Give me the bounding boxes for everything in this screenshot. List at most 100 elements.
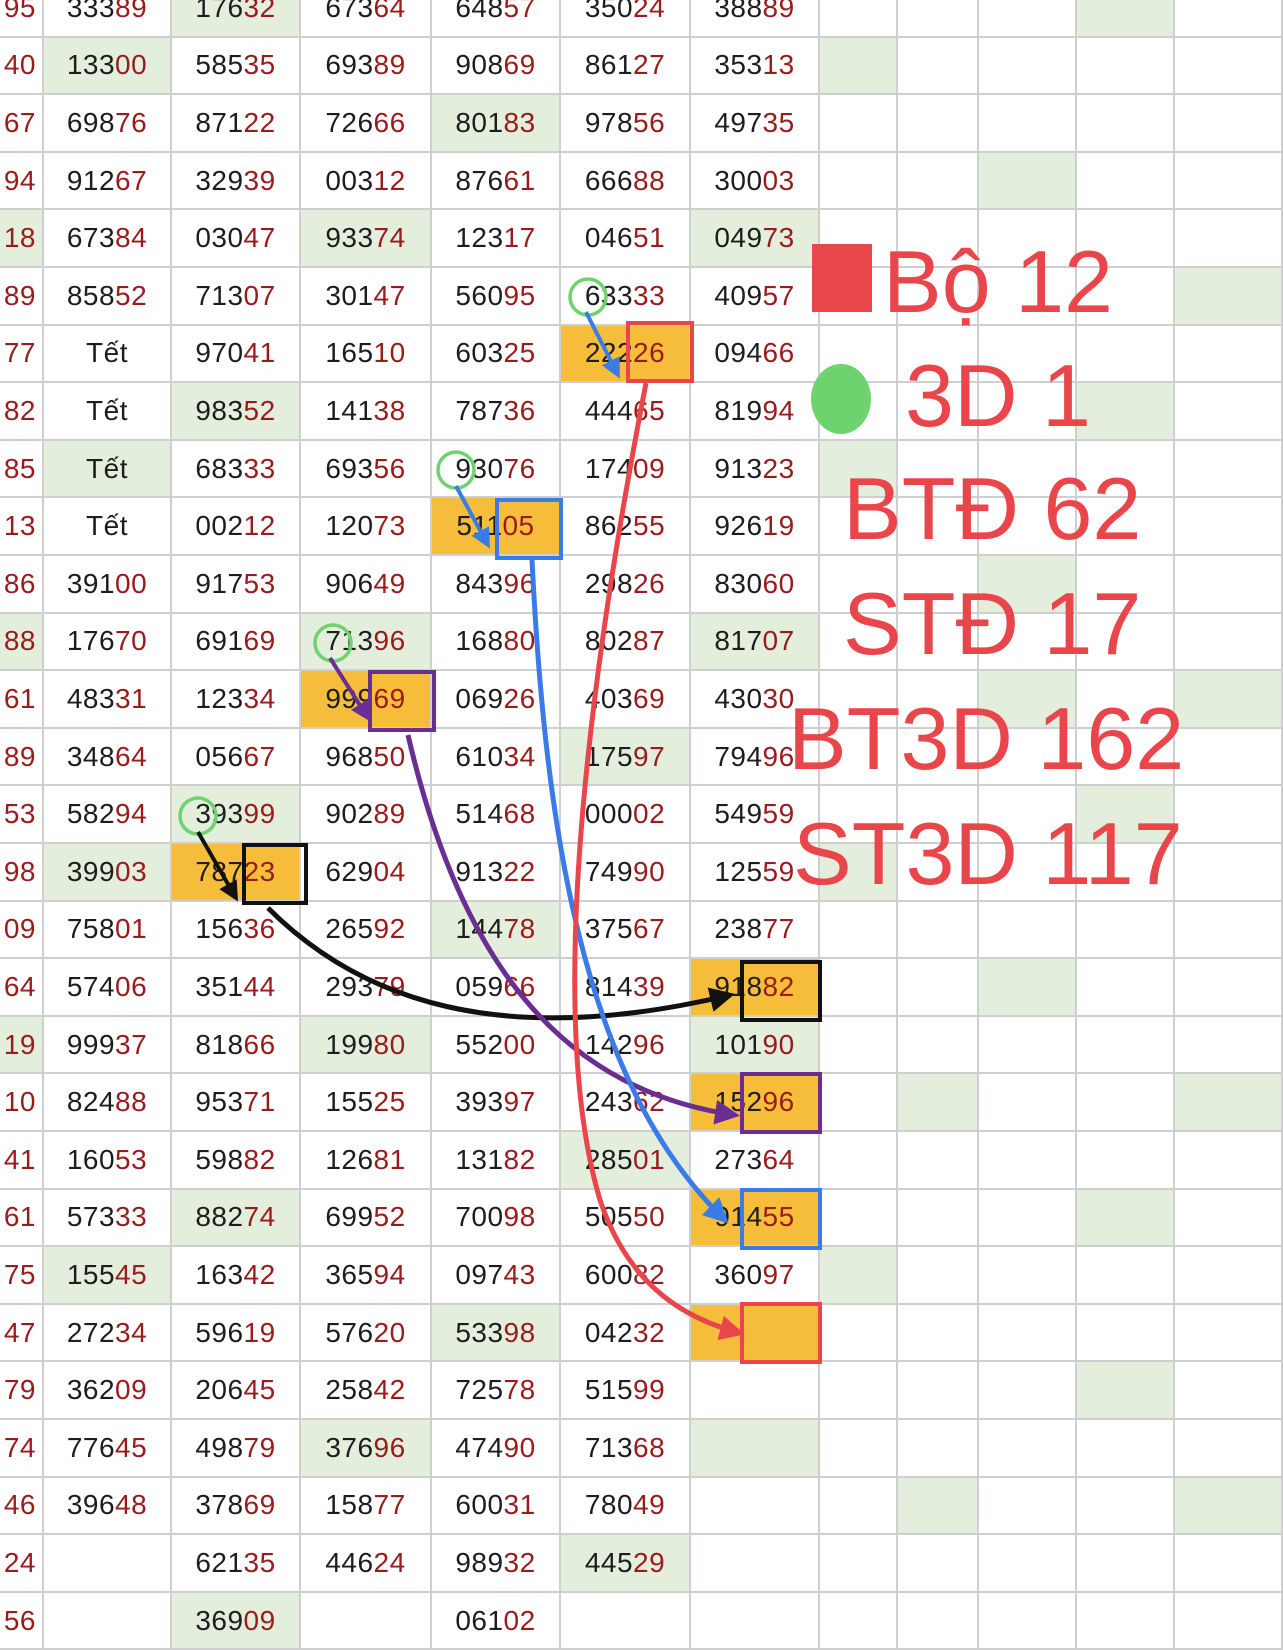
table-cell: 333 89 [44,0,172,38]
table-cell [898,1362,979,1420]
table-cell: 933 74 [301,210,432,268]
table-cell: 175 97 [561,728,691,787]
cell-value: 560 95 [455,279,536,311]
cell-value: 09 [3,913,36,945]
table-cell [1175,1362,1283,1420]
table-cell: 830 60 [691,556,820,614]
table-cell: 376 96 [301,1420,432,1478]
table-cell [979,1420,1077,1478]
table-cell: 882 74 [172,1189,301,1248]
cell-value: 585 35 [195,49,276,81]
cell-value: 926 19 [714,510,795,542]
table-cell: 498 79 [172,1420,301,1478]
table-cell [1077,325,1175,384]
cell-value: 77 [3,337,36,369]
table-cell: 13 [0,498,44,556]
table-cell: 726 66 [301,95,432,153]
cell-value: 983 52 [195,394,276,426]
table-cell: 713 07 [172,268,301,326]
table-cell: 206 45 [172,1362,301,1420]
table-cell: 824 88 [44,1074,172,1132]
table-cell [820,95,898,153]
table-cell: 125 59 [691,844,820,902]
table-cell [820,1362,898,1420]
purple-arrow [405,734,740,1125]
cell-value: 726 66 [325,106,406,138]
table-cell [1077,440,1175,499]
table-cell: 85 [0,440,44,499]
table-cell [979,1304,1077,1363]
cell-value: 498 79 [195,1431,276,1463]
table-cell: 238 77 [691,901,820,960]
blue-arrow [529,559,729,1224]
cell-value: 82 [3,394,36,426]
table-cell [1175,959,1283,1017]
table-cell: 603 25 [432,325,561,384]
table-cell [898,556,979,614]
black-square-icon [242,843,308,905]
cell-value: 243 62 [584,1086,666,1118]
cell-value: 61 [3,1201,36,1233]
table-cell: 749 90 [561,844,691,902]
table-cell: 046 51 [561,210,691,268]
table-cell: 818 66 [172,1016,301,1075]
cell-value: 871 22 [195,106,276,138]
table-cell: 794 96 [691,728,820,787]
table-cell [979,728,1077,787]
table-cell [898,1074,979,1132]
cell-value: 46 [3,1489,36,1521]
cell-value: 444 65 [584,394,666,426]
cell-value: 918 82 [714,970,795,1002]
cell-value: 629 04 [325,855,406,887]
cell-value: 430 30 [714,682,795,714]
cell-value: 725 78 [455,1374,536,1406]
table-cell [820,152,898,211]
cell-value: 603 25 [455,337,536,369]
table-cell [979,901,1077,960]
table-cell [898,1477,979,1536]
table-cell [898,1247,979,1305]
table-cell [1077,1247,1175,1305]
cell-value: 094 66 [714,337,795,369]
table-cell: 978 56 [561,95,691,153]
cell-value: 912 67 [66,164,148,196]
table-cell: 155 25 [301,1074,432,1132]
cell-value: 399 03 [66,855,148,887]
cell-value: Tết [86,452,128,484]
table-cell: 53 [0,786,44,844]
table-cell [1077,901,1175,960]
table-cell: 515 99 [561,1362,691,1420]
cell-value: 362 09 [66,1374,148,1406]
cell-value: 794 96 [714,740,795,772]
cell-value: 94 [3,164,36,196]
cell-value: 131 82 [455,1143,536,1175]
cell-value: 40 [3,49,36,81]
table-cell [1077,959,1175,1017]
table-cell: 360 97 [691,1247,820,1305]
red-arrow [572,382,745,1341]
table-cell [1175,671,1283,729]
cell-value: 301 47 [325,279,406,311]
cell-value: 75 [3,1258,36,1290]
table-cell: 94 [0,152,44,211]
green-circle-icon [178,796,218,836]
cell-value: 002 12 [195,510,276,542]
cell-value: 168 80 [455,625,536,657]
table-cell [979,325,1077,384]
table-cell: 74 [0,1420,44,1478]
cell-value: 120 73 [325,510,406,542]
cell-value: 030 47 [195,222,276,254]
cell-value: 699 52 [325,1201,406,1233]
table-cell [1077,1362,1175,1420]
cell-value: 300 03 [714,164,795,196]
table-cell: 89 [0,268,44,326]
table-cell: 375 67 [561,901,691,960]
table-cell [979,1535,1077,1593]
table-cell [979,1247,1077,1305]
table-cell: 989 32 [432,1535,561,1593]
table-cell: 19 [0,1016,44,1075]
table-cell [820,1016,898,1075]
table-cell: 141 38 [301,383,432,441]
cell-value: 158 77 [325,1489,406,1521]
